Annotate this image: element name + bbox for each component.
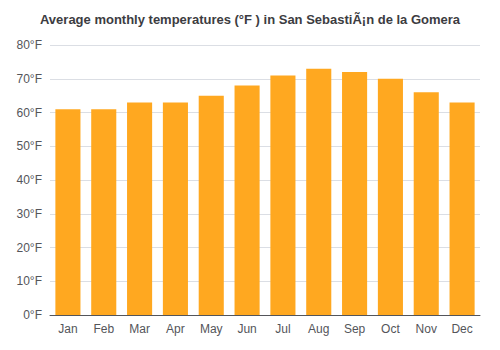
svg-text:Apr: Apr <box>166 322 185 336</box>
svg-text:Sep: Sep <box>344 322 366 336</box>
svg-text:Jun: Jun <box>237 322 256 336</box>
svg-text:Average monthly temperatures (: Average monthly temperatures (°F ) in Sa… <box>40 12 461 27</box>
svg-text:May: May <box>200 322 223 336</box>
svg-text:Mar: Mar <box>129 322 150 336</box>
svg-text:70°F: 70°F <box>17 72 42 86</box>
svg-text:40°F: 40°F <box>17 173 42 187</box>
svg-text:50°F: 50°F <box>17 139 42 153</box>
svg-text:Jan: Jan <box>58 322 77 336</box>
svg-text:80°F: 80°F <box>17 38 42 52</box>
svg-text:0°F: 0°F <box>23 308 42 322</box>
svg-text:Nov: Nov <box>416 322 437 336</box>
svg-text:Dec: Dec <box>451 322 472 336</box>
svg-text:60°F: 60°F <box>17 106 42 120</box>
svg-text:Jul: Jul <box>275 322 290 336</box>
svg-text:Oct: Oct <box>381 322 400 336</box>
svg-text:Feb: Feb <box>93 322 114 336</box>
svg-text:20°F: 20°F <box>17 241 42 255</box>
svg-text:Aug: Aug <box>308 322 329 336</box>
svg-text:10°F: 10°F <box>17 274 42 288</box>
svg-text:30°F: 30°F <box>17 207 42 221</box>
